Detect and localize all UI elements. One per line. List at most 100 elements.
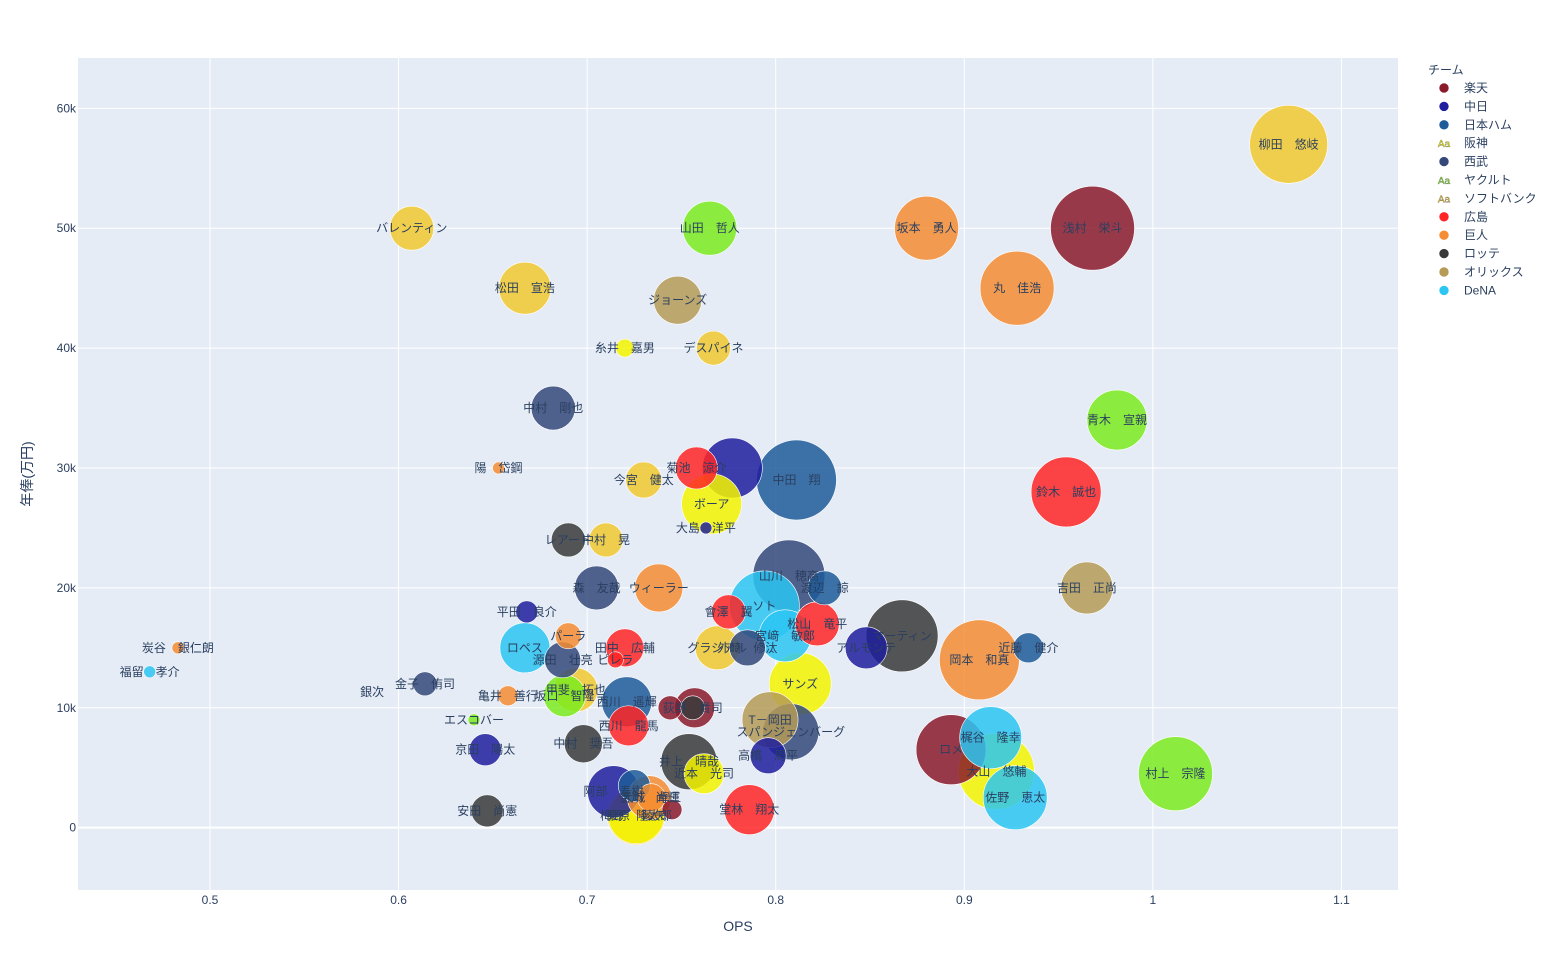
x-axis-title: OPS [723, 918, 753, 934]
data-bubble[interactable] [550, 522, 586, 558]
y-tick-label: 50k [57, 221, 77, 235]
data-bubble[interactable] [636, 783, 666, 812]
data-bubble[interactable] [979, 250, 1055, 326]
data-bubble[interactable] [653, 275, 702, 325]
legend-item[interactable]: ロッテ [1438, 247, 1500, 261]
legend-marker-icon [1438, 211, 1450, 223]
legend-item[interactable]: 中日 [1438, 98, 1488, 113]
bubble-label: 近本 光司 [674, 767, 734, 781]
legend-item[interactable]: Aa 阪神 [1438, 136, 1488, 150]
data-bubble[interactable] [1013, 632, 1044, 664]
data-bubble[interactable] [894, 195, 959, 261]
bubble-label: 渡辺 諒 [801, 580, 849, 595]
y-tick-label: 10k [57, 701, 77, 715]
legend-item[interactable]: 西武 [1438, 155, 1488, 169]
data-bubble[interactable] [724, 784, 775, 835]
bubble-label: 山田 哲人 [680, 221, 740, 235]
data-bubble[interactable] [607, 651, 624, 669]
data-bubble[interactable] [469, 733, 502, 767]
data-bubble[interactable] [680, 695, 706, 721]
data-bubble[interactable] [389, 205, 435, 251]
legend-title: チーム [1428, 63, 1464, 77]
bubble-label: 柳田 悠岐 [1259, 136, 1319, 151]
bubble-label: ロペス [507, 641, 543, 655]
bubble-label: 栗原 陵矢 [606, 809, 666, 823]
bubble-label: 中田 翔 [772, 472, 820, 487]
data-bubble[interactable] [143, 665, 156, 679]
legend-marker-icon [1438, 156, 1450, 167]
data-bubble[interactable] [711, 594, 746, 630]
data-bubble[interactable] [1060, 561, 1114, 615]
data-bubble[interactable] [683, 753, 725, 795]
data-bubble[interactable] [696, 330, 731, 366]
data-bubble[interactable] [675, 446, 718, 490]
bubble-label: アルモンテ [836, 641, 896, 655]
legend-item[interactable]: Aa ソフトバンク [1438, 191, 1537, 205]
data-bubble[interactable] [608, 705, 649, 747]
bubble-label: ジョーンズ [648, 292, 707, 307]
data-bubble[interactable] [554, 622, 582, 650]
data-bubble[interactable] [498, 261, 552, 315]
bubble-label: 佐野 恵太 [985, 790, 1045, 805]
bubble-label: 陽 岱鋼 [475, 461, 523, 475]
legend-label: 巨人 [1464, 228, 1488, 242]
data-bubble[interactable] [634, 563, 684, 613]
legend-label: ソフトバンク [1464, 191, 1537, 205]
bubble-label: 山川 穂高 [759, 568, 819, 583]
bubble-label: ソト [752, 599, 776, 613]
bubble-label: 菊池 涼介 [667, 460, 727, 475]
data-bubble[interactable] [682, 200, 738, 256]
data-bubble[interactable] [1138, 736, 1213, 812]
data-bubble[interactable] [530, 385, 576, 431]
data-bubble[interactable] [729, 629, 766, 667]
y-tick-label: 30k [57, 461, 77, 475]
data-bubble[interactable] [982, 765, 1048, 830]
data-bubble[interactable] [844, 626, 888, 670]
legend-marker-icon [1438, 248, 1450, 259]
bubble-layer[interactable] [143, 105, 1328, 845]
legend-item[interactable]: オリックス [1438, 265, 1524, 279]
data-bubble[interactable] [699, 521, 713, 535]
data-bubble[interactable] [412, 671, 438, 697]
data-bubble[interactable] [615, 338, 635, 358]
bubble-label: ロメ [939, 743, 963, 757]
y-tick-labels: 0 10k 20k 30k 40k 50k 60k [57, 101, 77, 834]
data-bubble[interactable] [807, 570, 843, 606]
data-bubble[interactable] [1249, 105, 1328, 184]
legend-label: DeNA [1464, 283, 1496, 297]
data-bubble[interactable] [1050, 185, 1135, 271]
legend-item[interactable]: 広島 [1438, 209, 1488, 224]
data-bubble[interactable] [625, 461, 663, 499]
data-bubble[interactable] [515, 600, 539, 624]
data-bubble[interactable] [564, 724, 603, 764]
data-bubble[interactable] [749, 737, 787, 775]
bubble-label: 村上 宗隆 [1145, 766, 1205, 781]
bubble-label: 西川 遥輝 [597, 695, 657, 709]
data-bubble[interactable] [467, 713, 481, 727]
legend-item[interactable]: Aa ヤクルト [1438, 173, 1512, 187]
data-bubble[interactable] [588, 522, 624, 558]
legend-item[interactable]: 日本ハム [1438, 118, 1512, 132]
data-bubble[interactable] [574, 565, 619, 611]
data-bubble[interactable] [497, 685, 519, 707]
legend-item[interactable]: DeNA [1438, 283, 1496, 297]
bubble-label: 浅村 栄斗 [1063, 221, 1123, 235]
bubble-label: バレンティン [376, 221, 447, 235]
data-bubble[interactable] [1030, 456, 1102, 528]
data-bubble[interactable] [171, 641, 185, 655]
legend-marker-text-icon: Aa [1438, 194, 1451, 205]
data-bubble[interactable] [661, 799, 683, 820]
data-bubble[interactable] [470, 794, 504, 828]
legend-item[interactable]: 巨人 [1438, 228, 1488, 242]
data-bubble[interactable] [959, 706, 1022, 770]
bubble-label: 今宮 健太 [614, 472, 674, 487]
bubble-label: 中村 奨吾 [553, 736, 613, 751]
data-bubble[interactable] [492, 461, 505, 475]
data-bubble[interactable] [1086, 389, 1148, 451]
x-tick-label: 1 [1150, 893, 1157, 907]
bubble-label: レアード [545, 533, 592, 547]
bubble-label: 平田 良介 [497, 604, 557, 619]
legend-item[interactable]: 楽天 [1438, 81, 1488, 95]
